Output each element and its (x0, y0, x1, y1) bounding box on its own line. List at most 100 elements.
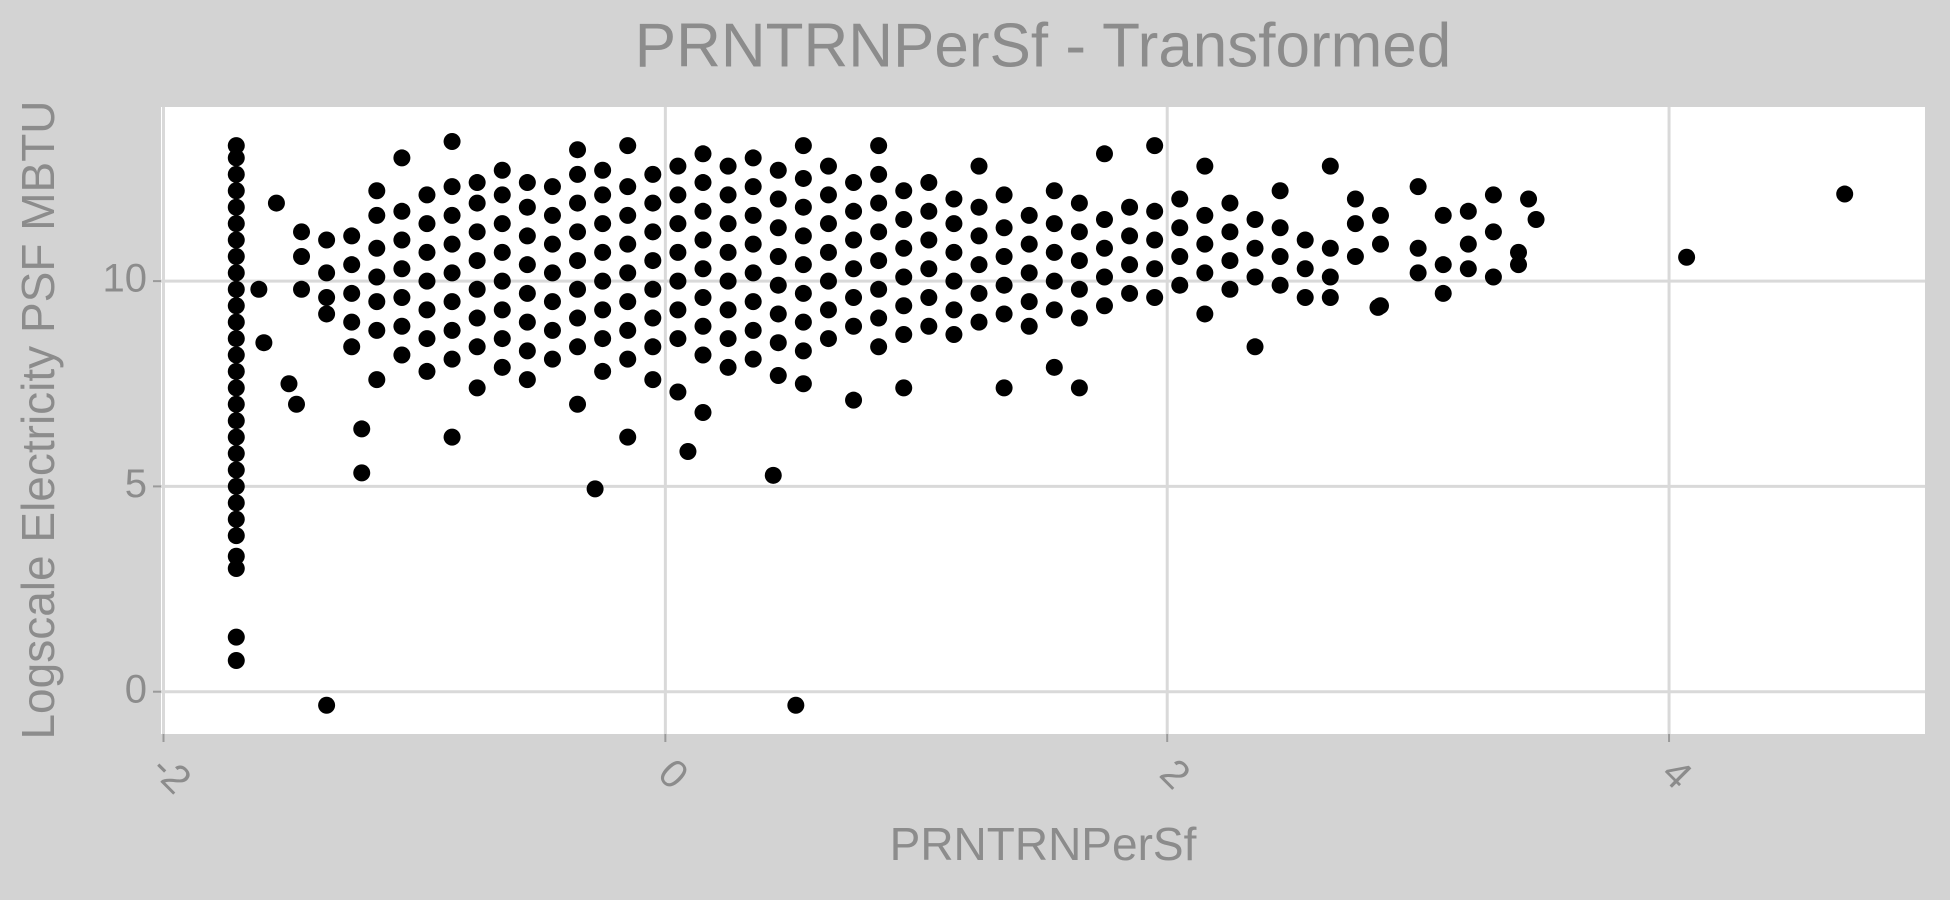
point (1095, 211, 1113, 229)
point (418, 186, 436, 204)
point (368, 268, 386, 286)
point (343, 284, 361, 302)
point (518, 371, 536, 389)
point (1070, 309, 1088, 327)
point (669, 330, 687, 348)
point (586, 480, 604, 498)
point (227, 379, 245, 397)
point (920, 231, 938, 249)
point (970, 198, 988, 216)
point (794, 375, 812, 393)
point (227, 346, 245, 364)
point (227, 330, 245, 348)
point (543, 350, 561, 368)
point (1045, 301, 1063, 319)
point (719, 272, 737, 290)
point (744, 178, 762, 196)
point (1196, 206, 1214, 224)
point (870, 309, 888, 327)
point (794, 256, 812, 274)
point (769, 219, 787, 237)
point (945, 243, 963, 261)
point (895, 325, 913, 343)
point (227, 297, 245, 315)
point (227, 652, 245, 670)
point (1020, 264, 1038, 282)
point (719, 330, 737, 348)
point (1196, 235, 1214, 253)
point (493, 243, 511, 261)
point (255, 334, 273, 352)
point (227, 428, 245, 446)
point (443, 293, 461, 311)
point (227, 628, 245, 646)
point (368, 182, 386, 200)
point (343, 313, 361, 331)
point (393, 149, 411, 167)
point (318, 289, 336, 307)
point (518, 256, 536, 274)
point (1121, 198, 1139, 216)
point (1371, 206, 1389, 224)
point (945, 215, 963, 233)
point (970, 284, 988, 302)
point (1221, 194, 1239, 212)
point (619, 428, 637, 446)
point (468, 223, 486, 241)
point (945, 272, 963, 290)
point (227, 231, 245, 249)
point (744, 206, 762, 224)
point (895, 268, 913, 286)
point (1045, 243, 1063, 261)
point (1196, 264, 1214, 282)
point (1371, 235, 1389, 253)
point (845, 289, 863, 307)
point (227, 362, 245, 380)
point (669, 243, 687, 261)
point (995, 276, 1013, 294)
point (1171, 276, 1189, 294)
point (769, 334, 787, 352)
point (1459, 260, 1477, 278)
point (1070, 280, 1088, 298)
point (1459, 202, 1477, 220)
point (493, 330, 511, 348)
point (318, 305, 336, 323)
point (1296, 260, 1314, 278)
point (1020, 317, 1038, 335)
point (769, 247, 787, 265)
point (1321, 157, 1339, 175)
point (644, 338, 662, 356)
point (1246, 211, 1264, 229)
point (819, 243, 837, 261)
point (1434, 206, 1452, 224)
point (1434, 256, 1452, 274)
point (719, 243, 737, 261)
point (393, 202, 411, 220)
point (1369, 298, 1387, 316)
point (443, 235, 461, 253)
point (644, 252, 662, 270)
point (945, 325, 963, 343)
point (393, 346, 411, 364)
point (1221, 223, 1239, 241)
point (895, 297, 913, 315)
point (227, 264, 245, 282)
point (227, 510, 245, 528)
point (1171, 247, 1189, 265)
point (443, 206, 461, 224)
point (227, 395, 245, 413)
point (1346, 190, 1364, 208)
point (619, 206, 637, 224)
point (227, 527, 245, 545)
point (1146, 202, 1164, 220)
point (1171, 190, 1189, 208)
point (1196, 157, 1214, 175)
point (719, 186, 737, 204)
point (594, 243, 612, 261)
point (418, 272, 436, 290)
point (970, 313, 988, 331)
point (995, 247, 1013, 265)
point (1221, 252, 1239, 270)
point (227, 165, 245, 183)
